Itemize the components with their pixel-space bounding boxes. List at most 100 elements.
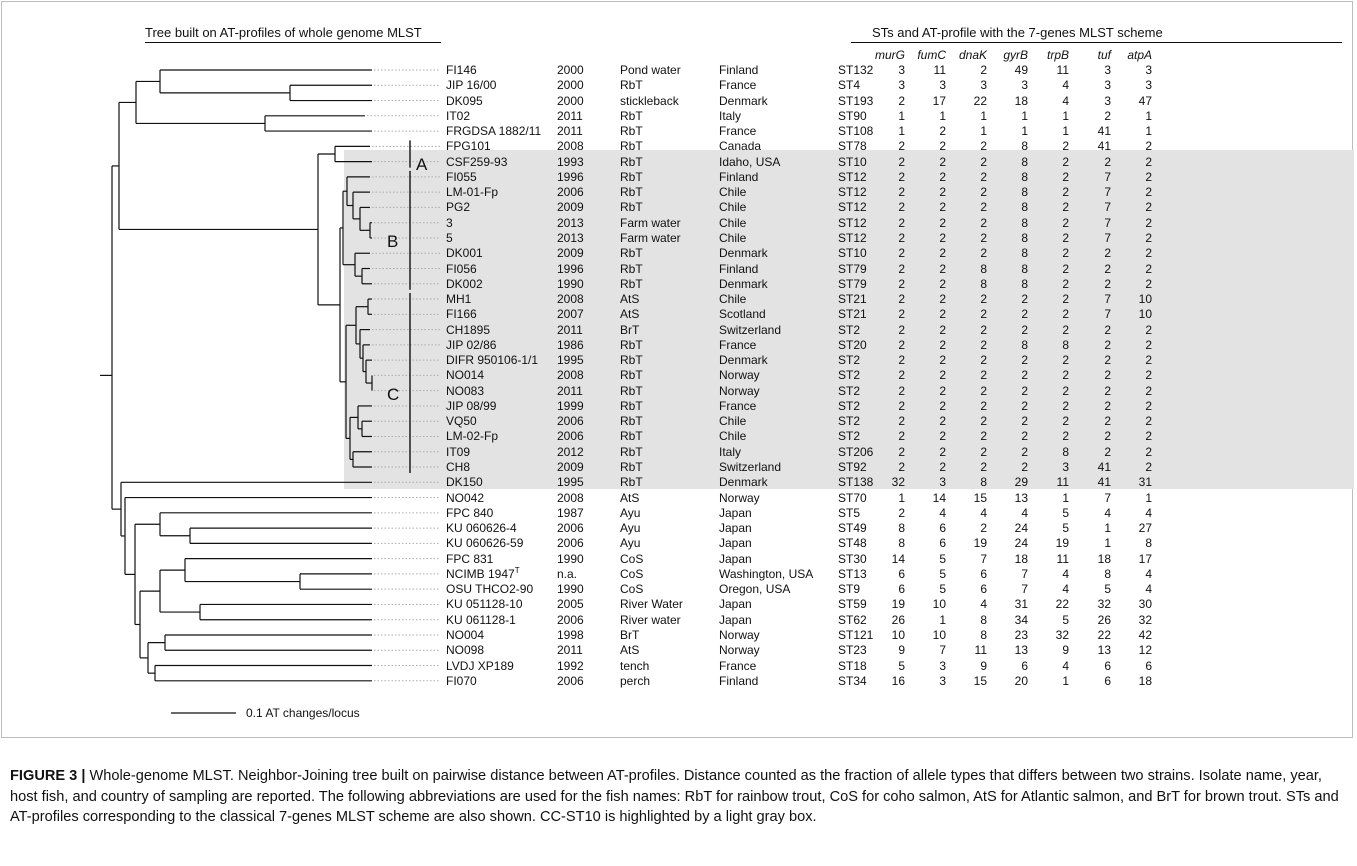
isolate-year: 1996: [557, 169, 584, 184]
isolate-st: ST20: [838, 337, 867, 352]
allele-atpA: 17: [1138, 551, 1152, 566]
allele-tuf: 6: [1104, 658, 1111, 673]
allele-trpB: 2: [1062, 200, 1069, 215]
isolate-country: Norway: [719, 368, 760, 383]
allele-trpB: 2: [1062, 383, 1069, 398]
isolate-st: ST90: [838, 108, 867, 123]
allele-fumC: 1: [939, 612, 946, 627]
allele-murG: 2: [898, 368, 905, 383]
isolate-country: Chile: [719, 429, 747, 444]
allele-fumC: 14: [932, 490, 946, 505]
allele-gyrB: 20: [1014, 673, 1028, 688]
allele-tuf: 1: [1104, 521, 1111, 536]
isolate-name: NO014: [446, 368, 485, 383]
allele-tuf: 22: [1097, 627, 1111, 642]
allele-tuf: 7: [1104, 185, 1111, 200]
isolate-year: 2012: [557, 444, 584, 459]
isolate-st: ST138: [838, 475, 874, 490]
table-row: VQ50 2006 RbT Chile ST2 2 2 2 2 2 2 2: [0, 413, 1357, 429]
allele-tuf: 7: [1104, 169, 1111, 184]
isolate-st: ST2: [838, 383, 861, 398]
allele-fumC: 3: [939, 673, 946, 688]
table-row: FI146 2000 Pond water Finland ST132 3 11 2 49 11 3…: [0, 62, 1357, 78]
isolate-st: ST12: [838, 200, 867, 215]
allele-trpB: 4: [1062, 566, 1069, 581]
isolate-year: 1990: [557, 551, 584, 566]
allele-dnaK: 2: [980, 322, 987, 337]
allele-fumC: 2: [939, 185, 946, 200]
isolate-country: Italy: [719, 108, 742, 123]
allele-fumC: 2: [939, 139, 946, 154]
table-row: LM-02-Fp 2006 RbT Chile ST2 2 2 2 2 2 2 2: [0, 428, 1357, 444]
allele-dnaK: 2: [980, 414, 987, 429]
table-row: FI056 1996 RbT Finland ST79 2 2 8 8 2 2 2: [0, 261, 1357, 277]
isolate-st: ST21: [838, 307, 867, 322]
isolate-year: 2013: [557, 215, 584, 230]
isolate-host: perch: [620, 673, 651, 688]
allele-tuf: 41: [1097, 139, 1111, 154]
allele-atpA: 2: [1145, 414, 1152, 429]
isolate-name: NO098: [446, 643, 485, 658]
allele-trpB: 11: [1056, 63, 1069, 77]
isolate-country: France: [719, 658, 757, 673]
table-row: DK001 2009 RbT Denmark ST10 2 2 2 8 2 2 2: [0, 245, 1357, 261]
allele-dnaK: 2: [980, 63, 987, 77]
allele-murG: 19: [891, 597, 905, 612]
allele-tuf: 2: [1104, 322, 1111, 337]
allele-gyrB: 8: [1021, 246, 1028, 261]
allele-trpB: 9: [1062, 643, 1069, 658]
gene-header-atpA: atpA: [1127, 48, 1152, 62]
isolate-country: Switzerland: [719, 322, 782, 337]
type-strain-mark: T: [514, 565, 520, 575]
allele-trpB: 2: [1062, 368, 1069, 383]
isolate-st: ST108: [838, 124, 874, 139]
allele-atpA: 2: [1145, 261, 1152, 276]
left-header: Tree built on AT-profiles of whole genom…: [145, 25, 422, 40]
isolate-year: 2006: [557, 429, 584, 444]
isolate-year: 2009: [557, 460, 584, 475]
allele-fumC: 17: [932, 93, 946, 108]
allele-trpB: 19: [1055, 536, 1069, 551]
allele-dnaK: 4: [980, 505, 987, 520]
allele-murG: 2: [898, 353, 905, 368]
allele-fumC: 2: [939, 383, 946, 398]
allele-murG: 14: [891, 551, 905, 566]
isolate-country: France: [719, 337, 757, 352]
allele-gyrB: 1: [1021, 124, 1028, 139]
isolate-name: DK002: [446, 276, 483, 291]
table-row: NO042 2008 AtS Norway ST70 1 14 15 13 1 7 1: [0, 490, 1357, 506]
allele-atpA: 2: [1145, 139, 1152, 154]
isolate-host: RbT: [620, 337, 643, 352]
allele-dnaK: 6: [980, 582, 987, 597]
allele-trpB: 2: [1062, 353, 1069, 368]
isolate-country: Japan: [719, 551, 752, 566]
allele-fumC: 2: [939, 215, 946, 230]
isolate-host: RbT: [620, 169, 643, 184]
isolate-host: River water: [620, 612, 681, 627]
allele-trpB: 11: [1056, 551, 1069, 566]
table-row: JIP 02/86 1986 RbT France ST20 2 2 2 8 8 2 2: [0, 337, 1357, 353]
allele-gyrB: 2: [1021, 292, 1028, 307]
allele-trpB: 4: [1062, 582, 1069, 597]
allele-gyrB: 8: [1021, 185, 1028, 200]
allele-murG: 2: [898, 276, 905, 291]
allele-trpB: 2: [1062, 307, 1069, 322]
allele-atpA: 10: [1138, 307, 1152, 322]
isolate-year: 2000: [557, 93, 584, 108]
allele-fumC: 4: [939, 505, 946, 520]
allele-gyrB: 2: [1021, 383, 1028, 398]
cc-st10-highlight-box: [344, 150, 1354, 489]
isolate-country: Norway: [719, 643, 760, 658]
allele-atpA: 2: [1145, 246, 1152, 261]
allele-gyrB: 2: [1021, 429, 1028, 444]
allele-tuf: 13: [1097, 643, 1111, 658]
isolate-year: 2006: [557, 673, 584, 688]
allele-gyrB: 8: [1021, 337, 1028, 352]
isolate-host: RbT: [620, 124, 643, 139]
table-row: MH1 2008 AtS Chile ST21 2 2 2 2 2 7 10: [0, 291, 1357, 307]
allele-tuf: 2: [1104, 337, 1111, 352]
isolate-name: KU 061128-1: [446, 612, 516, 627]
clade-label-a: A: [416, 155, 428, 174]
isolate-host: RbT: [620, 139, 643, 154]
table-row: FI166 2007 AtS Scotland ST21 2 2 2 2 2 7 10: [0, 306, 1357, 322]
